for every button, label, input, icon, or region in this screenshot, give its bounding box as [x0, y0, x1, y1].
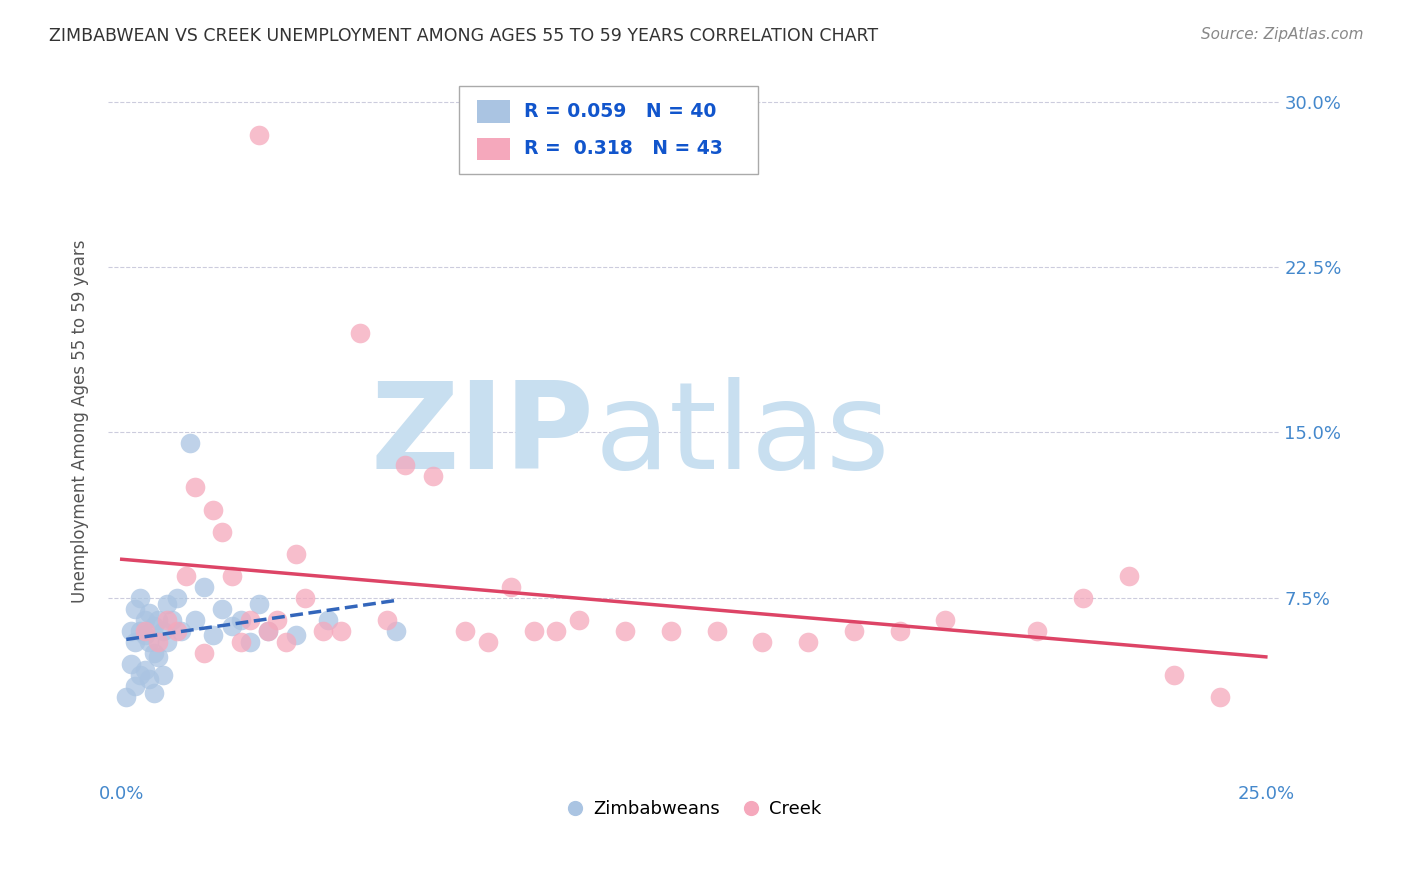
Point — [156, 598, 179, 612]
Point — [257, 624, 280, 638]
Point — [385, 624, 408, 638]
Text: ZIMBABWEAN VS CREEK UNEMPLOYMENT AMONG AGES 55 TO 59 YEARS CORRELATION CHART: ZIMBABWEAN VS CREEK UNEMPLOYMENT AMONG A… — [49, 27, 879, 45]
Point — [797, 635, 820, 649]
Point — [1026, 624, 1049, 638]
Point — [142, 646, 165, 660]
Point — [276, 635, 298, 649]
Text: ZIP: ZIP — [370, 377, 595, 494]
Point — [706, 624, 728, 638]
Point — [659, 624, 682, 638]
FancyBboxPatch shape — [460, 87, 758, 174]
Point — [1163, 668, 1185, 682]
Point — [184, 480, 207, 494]
Point — [134, 628, 156, 642]
Point — [934, 613, 956, 627]
Point — [211, 524, 233, 539]
Point — [1118, 568, 1140, 582]
Point — [166, 624, 188, 638]
Point — [129, 624, 152, 638]
FancyBboxPatch shape — [477, 101, 510, 123]
Point — [152, 668, 174, 682]
Point — [375, 613, 398, 627]
Point — [193, 646, 215, 660]
Point — [842, 624, 865, 638]
Point — [257, 624, 280, 638]
Point — [138, 673, 160, 687]
Point — [129, 668, 152, 682]
Point — [174, 568, 197, 582]
Point — [148, 635, 170, 649]
Point — [148, 650, 170, 665]
Point — [211, 601, 233, 615]
Point — [120, 624, 142, 638]
Point — [115, 690, 138, 704]
Legend: Zimbabweans, Creek: Zimbabweans, Creek — [560, 793, 828, 825]
Point — [330, 624, 353, 638]
Point — [229, 635, 252, 649]
Point — [229, 613, 252, 627]
Point — [138, 606, 160, 620]
Point — [142, 685, 165, 699]
Y-axis label: Unemployment Among Ages 55 to 59 years: Unemployment Among Ages 55 to 59 years — [72, 240, 89, 603]
Point — [148, 613, 170, 627]
Point — [156, 613, 179, 627]
FancyBboxPatch shape — [477, 137, 510, 160]
Point — [523, 624, 546, 638]
Point — [316, 613, 339, 627]
Point — [614, 624, 637, 638]
Point — [546, 624, 568, 638]
Point — [134, 613, 156, 627]
Point — [1209, 690, 1232, 704]
Point — [751, 635, 773, 649]
Text: R = 0.059   N = 40: R = 0.059 N = 40 — [524, 102, 716, 121]
Point — [247, 598, 270, 612]
Point — [124, 601, 146, 615]
Point — [422, 469, 444, 483]
Point — [477, 635, 499, 649]
Point — [239, 613, 262, 627]
Point — [568, 613, 591, 627]
Point — [202, 502, 225, 516]
Point — [394, 458, 416, 473]
Point — [193, 580, 215, 594]
Point — [124, 679, 146, 693]
Point — [247, 128, 270, 142]
Point — [160, 613, 183, 627]
Point — [454, 624, 477, 638]
Point — [134, 624, 156, 638]
Point — [221, 619, 243, 633]
Point — [499, 580, 522, 594]
Point — [142, 619, 165, 633]
Text: Source: ZipAtlas.com: Source: ZipAtlas.com — [1201, 27, 1364, 42]
Point — [889, 624, 911, 638]
Point — [170, 624, 193, 638]
Point — [184, 613, 207, 627]
Point — [312, 624, 335, 638]
Point — [134, 664, 156, 678]
Point — [294, 591, 316, 605]
Point — [1071, 591, 1094, 605]
Point — [266, 613, 288, 627]
Point — [202, 628, 225, 642]
Text: R =  0.318   N = 43: R = 0.318 N = 43 — [524, 139, 723, 159]
Point — [166, 591, 188, 605]
Point — [221, 568, 243, 582]
Point — [138, 635, 160, 649]
Point — [179, 436, 201, 450]
Point — [152, 624, 174, 638]
Point — [349, 326, 371, 340]
Text: atlas: atlas — [595, 377, 890, 494]
Point — [284, 547, 307, 561]
Point — [156, 635, 179, 649]
Point — [120, 657, 142, 671]
Point — [129, 591, 152, 605]
Point — [284, 628, 307, 642]
Point — [124, 635, 146, 649]
Point — [239, 635, 262, 649]
